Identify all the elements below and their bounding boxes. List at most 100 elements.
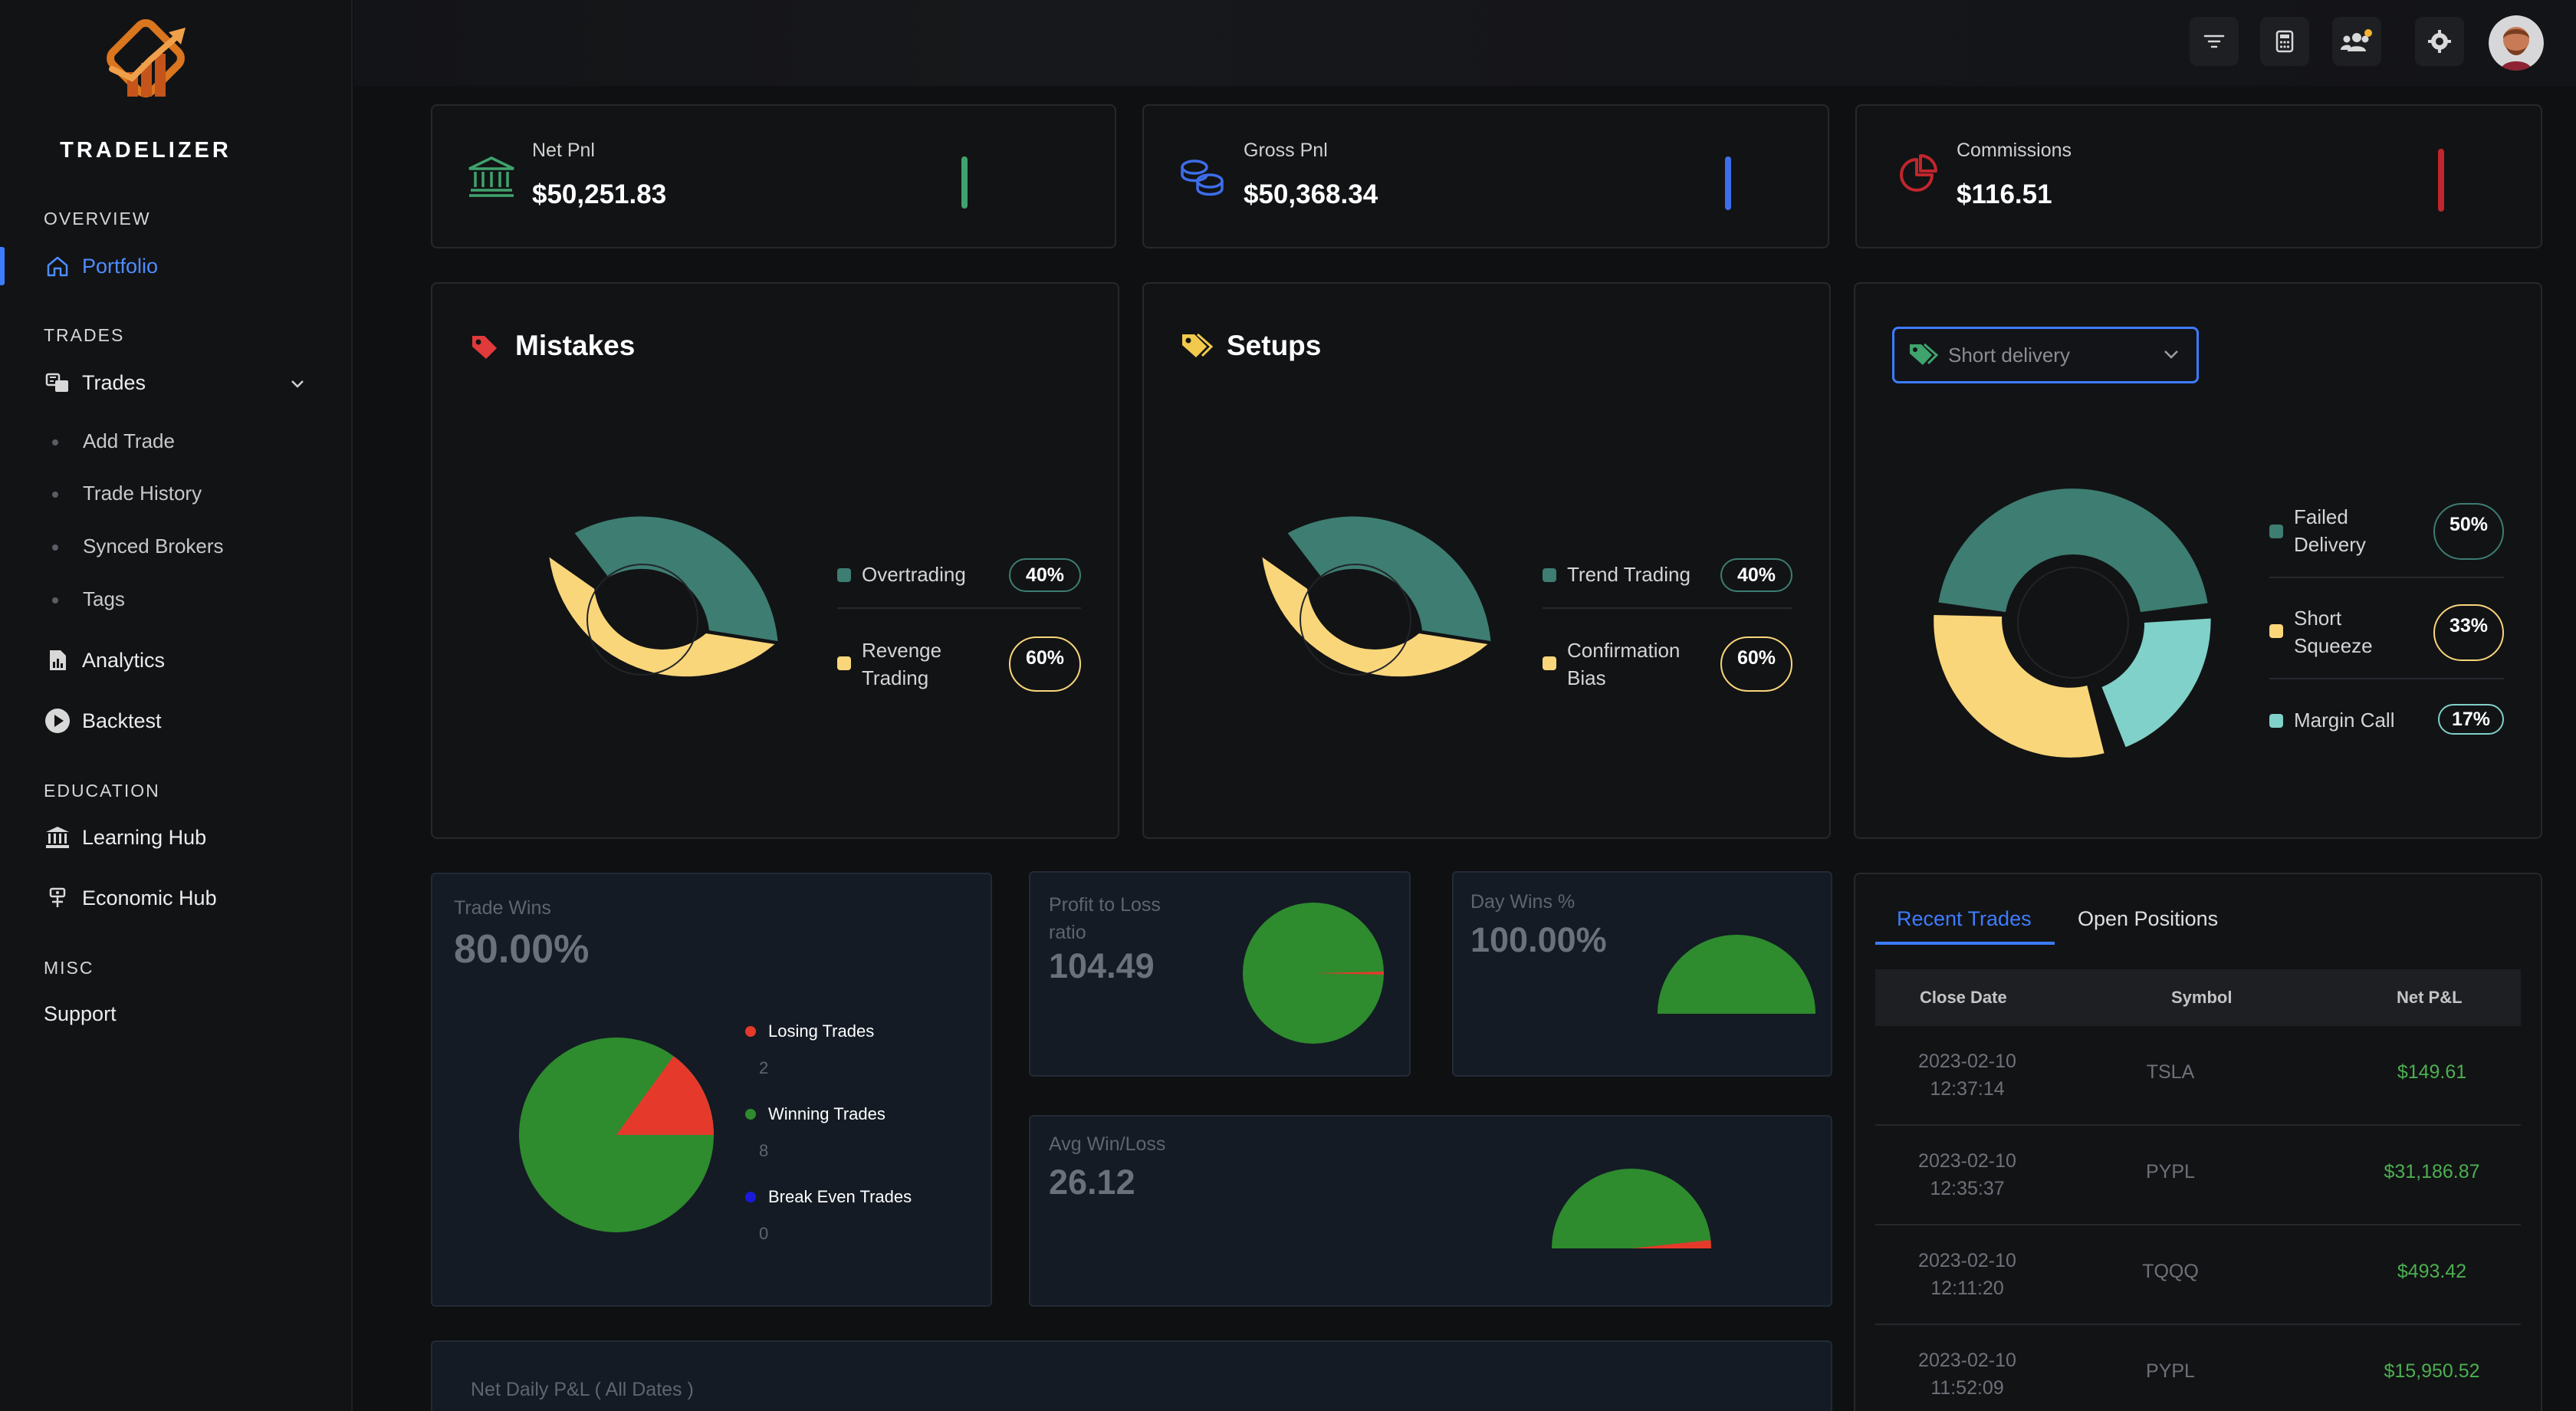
tab-recent-trades[interactable]: Recent Trades [1875, 883, 2055, 945]
table-row[interactable]: 2023-02-10 12:35:37 PYPL $31,186.87 [1875, 1126, 2521, 1225]
cell-close-date: 2023-02-10 12:11:20 [1875, 1247, 2059, 1302]
gross-pnl-value: $50,368.34 [1244, 179, 1378, 209]
legend-label-line1: Short [2294, 607, 2342, 630]
sidebar-item-label: Portfolio [82, 254, 159, 278]
sidebar-item-add-trade[interactable]: Add Trade [83, 429, 175, 452]
cell-symbol: PYPL [2146, 1161, 2195, 1182]
table-row[interactable]: 2023-02-10 11:52:09 PYPL $15,950.52 [1875, 1325, 2521, 1411]
gross-pnl-indicator [1725, 156, 1731, 210]
avg-win-loss-gauge-chart [1552, 1169, 1711, 1248]
institution-icon [44, 824, 71, 851]
column-close-date[interactable]: Close Date [1920, 988, 2007, 1007]
avg-win-loss-value: 26.12 [1049, 1163, 1135, 1202]
legend-short-squeeze[interactable]: Short Squeeze [2294, 604, 2373, 659]
top-bar [354, 0, 2576, 86]
user-avatar[interactable] [2489, 15, 2544, 71]
brand-logo[interactable]: TRADELIZER [46, 15, 245, 163]
legend-confirmation-bias[interactable]: Confirmation Bias [1567, 636, 1680, 692]
profit-loss-value: 104.49 [1049, 946, 1155, 985]
bullet-icon [52, 492, 58, 498]
legend-divider [1543, 607, 1792, 609]
active-indicator [0, 247, 5, 285]
donut-slice-margin-call[interactable] [2101, 618, 2211, 748]
legend-trend-trading[interactable]: Trend Trading [1543, 563, 1691, 587]
legend-overtrading[interactable]: Overtrading [837, 563, 966, 587]
donut-slice-confirmation-bias[interactable] [1262, 557, 1488, 677]
net-pnl-card: Net Pnl $50,251.83 [431, 104, 1116, 248]
tab-open-positions[interactable]: Open Positions [2078, 907, 2219, 930]
legend-swatch [837, 567, 851, 582]
delivery-donut-chart [1934, 488, 2211, 758]
settings-icon [2428, 30, 2451, 53]
column-net-pnl[interactable]: Net P&L [2397, 988, 2463, 1007]
sidebar-item-economic-hub[interactable]: Economic Hub [44, 879, 217, 917]
sidebar-item-synced-brokers[interactable]: Synced Brokers [83, 534, 224, 557]
date-text: 2023-02-10 [1918, 1150, 2016, 1172]
profit-loss-ratio-card: Profit to Loss ratio 104.49 [1029, 871, 1411, 1077]
legend-label-line1: Failed [2294, 505, 2348, 528]
calculator-button[interactable] [2260, 17, 2309, 66]
donut-slice-trend-trading[interactable] [1287, 516, 1491, 641]
time-text: 12:37:14 [1930, 1078, 2005, 1100]
day-wins-value: 100.00% [1470, 920, 1607, 959]
date-text: 2023-02-10 [1918, 1350, 2016, 1371]
chevron-down-icon[interactable] [288, 374, 307, 393]
legend-winning-trades[interactable]: Winning Trades [745, 1104, 886, 1124]
gauge-fill-wins[interactable] [1658, 935, 1815, 1014]
filter-button[interactable] [2190, 17, 2239, 66]
community-button[interactable] [2332, 17, 2381, 66]
sidebar-item-label: Learning Hub [82, 825, 207, 849]
sidebar-item-label: Trades [82, 370, 146, 394]
analytics-icon [44, 646, 71, 674]
gross-pnl-card: Gross Pnl $50,368.34 [1142, 104, 1829, 248]
gauge-fill-win[interactable] [1552, 1169, 1711, 1248]
cell-net-pnl: $149.61 [2397, 1061, 2467, 1083]
revenge-trading-percent-badge: 60% [1009, 636, 1081, 692]
setups-title: Setups [1227, 330, 1322, 361]
trade-wins-card: Trade Wins 80.00% Losing Trades 2 Winnin… [431, 873, 992, 1307]
pie-slice-losing-trades[interactable] [616, 1056, 714, 1135]
donut-slice-overtrading[interactable] [574, 516, 778, 641]
table-row[interactable]: 2023-02-10 12:11:20 TQQQ $493.42 [1875, 1225, 2521, 1325]
gross-pnl-label: Gross Pnl [1244, 140, 1328, 161]
gauge-fill-loss[interactable] [1631, 1240, 1711, 1248]
coins-icon [1181, 160, 1224, 196]
sidebar-item-learning-hub[interactable]: Learning Hub [44, 818, 206, 857]
sidebar-item-trades[interactable]: Trades [44, 363, 146, 402]
legend-margin-call[interactable]: Margin Call [2269, 709, 2395, 732]
losing-trades-count: 2 [759, 1058, 769, 1077]
column-symbol[interactable]: Symbol [2171, 988, 2233, 1007]
legend-label-line2: Delivery [2294, 533, 2366, 556]
sidebar-item-portfolio[interactable]: Portfolio [44, 247, 158, 285]
donut-slice-short-squeeze[interactable] [1934, 615, 2104, 758]
avg-win-loss-label: Avg Win/Loss [1049, 1133, 1166, 1155]
sidebar-item-backtest[interactable]: Backtest [44, 702, 162, 740]
table-row[interactable]: 2023-02-10 12:37:14 TSLA $149.61 [1875, 1026, 2521, 1126]
bullet-icon [52, 544, 58, 551]
cell-net-pnl: $493.42 [2397, 1261, 2467, 1282]
pie-slice-loss[interactable] [1313, 972, 1385, 975]
cell-symbol: PYPL [2146, 1360, 2195, 1382]
cell-symbol: TQQQ [2142, 1261, 2199, 1282]
sidebar-item-trade-history[interactable]: Trade History [83, 482, 202, 505]
legend-failed-delivery[interactable]: Failed Delivery [2294, 503, 2366, 558]
failed-delivery-percent-badge: 50% [2433, 503, 2504, 560]
sidebar-item-support[interactable]: Support [44, 995, 117, 1033]
sidebar-item-analytics[interactable]: Analytics [44, 641, 165, 679]
legend-label-line2: Squeeze [2294, 634, 2373, 657]
chevron-down-icon[interactable] [2162, 345, 2180, 363]
home-icon [44, 252, 71, 280]
net-pnl-label: Net Pnl [532, 140, 595, 161]
trade-wins-value: 80.00% [454, 927, 590, 972]
mistakes-donut-chart [549, 516, 778, 677]
legend-break-even-trades[interactable]: Break Even Trades [745, 1187, 912, 1207]
legend-revenge-trading[interactable]: Revenge Trading [862, 636, 941, 692]
legend-losing-trades[interactable]: Losing Trades [745, 1021, 874, 1041]
donut-slice-revenge-trading[interactable] [549, 557, 775, 677]
donut-slice-failed-delivery[interactable] [1938, 488, 2208, 613]
net-daily-pnl-card: Net Daily P&L ( All Dates ) [431, 1340, 1832, 1411]
label-line1: Profit to Loss [1049, 894, 1161, 916]
sidebar-item-tags[interactable]: Tags [83, 587, 125, 610]
settings-button[interactable] [2415, 17, 2464, 66]
category-select[interactable]: Short delivery [1892, 327, 2199, 383]
